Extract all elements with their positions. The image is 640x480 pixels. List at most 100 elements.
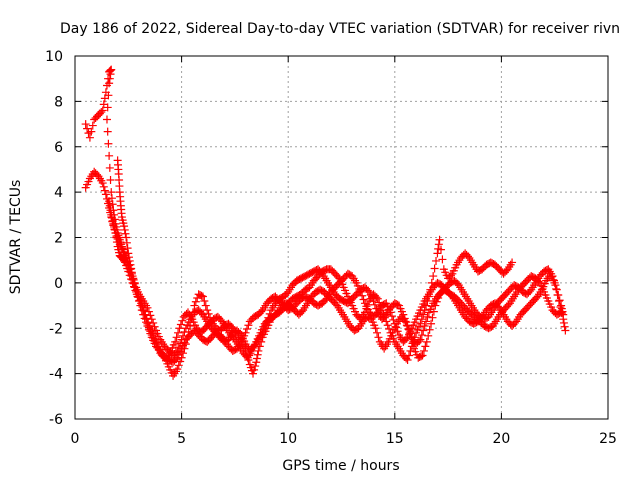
y-tick-label: 8	[54, 94, 63, 110]
data-point	[405, 325, 414, 334]
data-point	[434, 240, 443, 249]
data-point	[552, 285, 561, 294]
data-point	[422, 337, 431, 346]
data-point	[559, 310, 568, 319]
data-point	[147, 315, 156, 324]
x-axis-label: GPS time / hours	[282, 458, 399, 474]
y-axis-label: SDTVAR / TECUs	[8, 180, 24, 295]
data-point	[420, 321, 429, 330]
x-tick-label: 10	[279, 431, 297, 447]
data-point	[124, 249, 133, 258]
chart-title: Day 186 of 2022, Sidereal Day-to-day VTE…	[60, 21, 620, 37]
data-point	[88, 121, 97, 130]
data-point	[370, 300, 379, 309]
data-point	[105, 151, 114, 160]
data-point	[554, 297, 563, 306]
data-point	[253, 350, 262, 359]
data-point	[244, 321, 253, 330]
data-point	[429, 272, 438, 281]
data-point	[177, 335, 186, 344]
data-point	[97, 107, 106, 116]
data-point	[105, 74, 114, 83]
data-point	[435, 235, 444, 244]
data-point	[143, 303, 152, 312]
y-tick-label: 0	[54, 276, 63, 292]
data-point	[432, 256, 441, 265]
data-point	[418, 351, 427, 360]
data-point	[123, 244, 132, 253]
data-point	[83, 124, 92, 133]
data-point	[99, 182, 108, 191]
data-point	[106, 70, 115, 79]
data-point	[387, 312, 396, 321]
data-point	[421, 342, 430, 351]
data-point	[552, 284, 561, 293]
y-tick-label: 4	[54, 185, 63, 201]
data-point	[241, 328, 250, 337]
data-point	[428, 313, 437, 322]
x-tick-label: 20	[492, 431, 510, 447]
data-point	[98, 179, 107, 188]
data-point	[548, 272, 557, 281]
data-point	[176, 339, 185, 348]
data-point	[402, 334, 411, 343]
data-point	[250, 365, 259, 374]
data-point	[393, 327, 402, 336]
data-point	[554, 290, 563, 299]
data-point	[422, 317, 431, 326]
data-point	[197, 291, 206, 300]
data-point	[333, 272, 342, 281]
data-point	[120, 225, 129, 234]
data-point	[105, 79, 114, 88]
data-point	[261, 321, 270, 330]
data-point	[251, 362, 260, 371]
data-point	[127, 264, 136, 273]
data-point	[105, 201, 114, 210]
axis-ticks	[74, 55, 609, 420]
data-point	[200, 297, 209, 306]
data-point	[385, 325, 394, 334]
data-point	[103, 127, 112, 136]
data-point	[260, 325, 269, 334]
data-point	[417, 331, 426, 340]
data-point	[203, 306, 212, 315]
data-point	[371, 324, 380, 333]
data-point	[101, 190, 110, 199]
data-point	[173, 365, 182, 374]
data-point	[104, 91, 113, 100]
data-point	[374, 333, 383, 342]
data-point	[549, 276, 558, 285]
data-point	[405, 351, 414, 360]
data-point	[416, 319, 425, 328]
data-point	[430, 264, 439, 273]
data-point	[191, 297, 200, 306]
data-point	[438, 255, 447, 264]
series-track-1	[81, 65, 517, 380]
data-point	[424, 331, 433, 340]
data-point	[180, 328, 189, 337]
data-point	[400, 314, 409, 323]
data-point	[363, 286, 372, 295]
data-point	[174, 328, 183, 337]
series-track-3	[105, 197, 570, 362]
data-point	[414, 337, 423, 346]
data-point	[100, 186, 109, 195]
data-point	[403, 321, 412, 330]
data-point	[126, 260, 135, 269]
data-point	[107, 65, 116, 74]
data-point	[399, 310, 408, 319]
data-point	[174, 361, 183, 370]
data-point	[433, 249, 442, 258]
grid-lines	[75, 56, 608, 419]
data-point	[102, 115, 111, 124]
data-point	[111, 228, 120, 237]
data-point	[125, 253, 134, 262]
data-point	[190, 301, 199, 310]
data-point	[373, 294, 382, 303]
data-point	[105, 197, 114, 206]
data-point	[171, 337, 180, 346]
data-point	[402, 318, 411, 327]
data-point	[106, 206, 115, 215]
data-point	[144, 307, 153, 316]
